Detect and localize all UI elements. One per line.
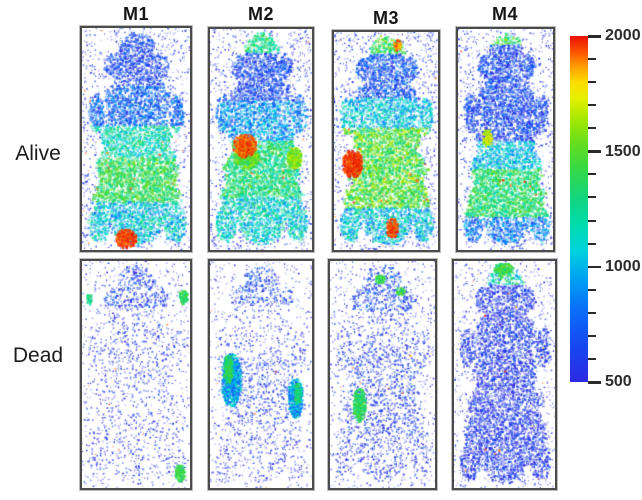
colorbar-tick-1500: 1500 (588, 143, 641, 160)
colorbar-tick-700 (588, 334, 596, 337)
heatmap-panel-dead-m3 (327, 258, 438, 491)
heatmap-panel-alive-m2 (207, 26, 315, 253)
colorbar-tick-1600 (588, 127, 596, 130)
colorbar-tick-label-2000: 2000 (605, 27, 641, 45)
colorbar-tick-2000: 2000 (588, 27, 641, 44)
colorbar: 500 1000 1500 2000 (570, 27, 641, 390)
column-header-m3: M3 (372, 8, 399, 28)
colorbar-tick-1800 (588, 81, 596, 84)
column-header-m1: M1 (122, 4, 149, 24)
colorbar-tick-label-1000: 1000 (605, 257, 641, 275)
heatmap-panel-dead-m1 (79, 258, 193, 491)
colorbar-tick-1200 (588, 219, 596, 222)
colorbar-tick-500: 500 (588, 373, 632, 390)
colorbar-tick-1400 (588, 173, 596, 176)
colorbar-tick-900 (588, 288, 596, 291)
colorbar-ticks: 500 1000 1500 2000 (588, 27, 642, 390)
colorbar-tick-1100 (588, 242, 596, 245)
colorbar-tick-label-500: 500 (605, 373, 632, 391)
heatmap-panel-alive-m3 (331, 29, 441, 253)
colorbar-tick-1300 (588, 196, 596, 199)
colorbar-gradient (570, 36, 588, 382)
colorbar-tick-1700 (588, 104, 596, 107)
row-label-dead: Dead (12, 344, 64, 367)
column-header-m2: M2 (247, 4, 274, 24)
colorbar-tick-600 (588, 357, 596, 360)
heatmap-panel-dead-m2 (207, 258, 315, 491)
colorbar-tick-1900 (588, 58, 596, 61)
colorbar-tick-1000: 1000 (588, 258, 641, 275)
heatmap-panel-dead-m4 (451, 258, 558, 491)
heatmap-panel-alive-m1 (79, 25, 193, 253)
colorbar-tick-800 (588, 311, 596, 314)
row-label-alive: Alive (15, 142, 61, 165)
colorbar-tick-label-1500: 1500 (605, 142, 641, 160)
heatmap-panel-alive-m4 (455, 26, 556, 253)
column-header-m4: M4 (491, 4, 518, 24)
